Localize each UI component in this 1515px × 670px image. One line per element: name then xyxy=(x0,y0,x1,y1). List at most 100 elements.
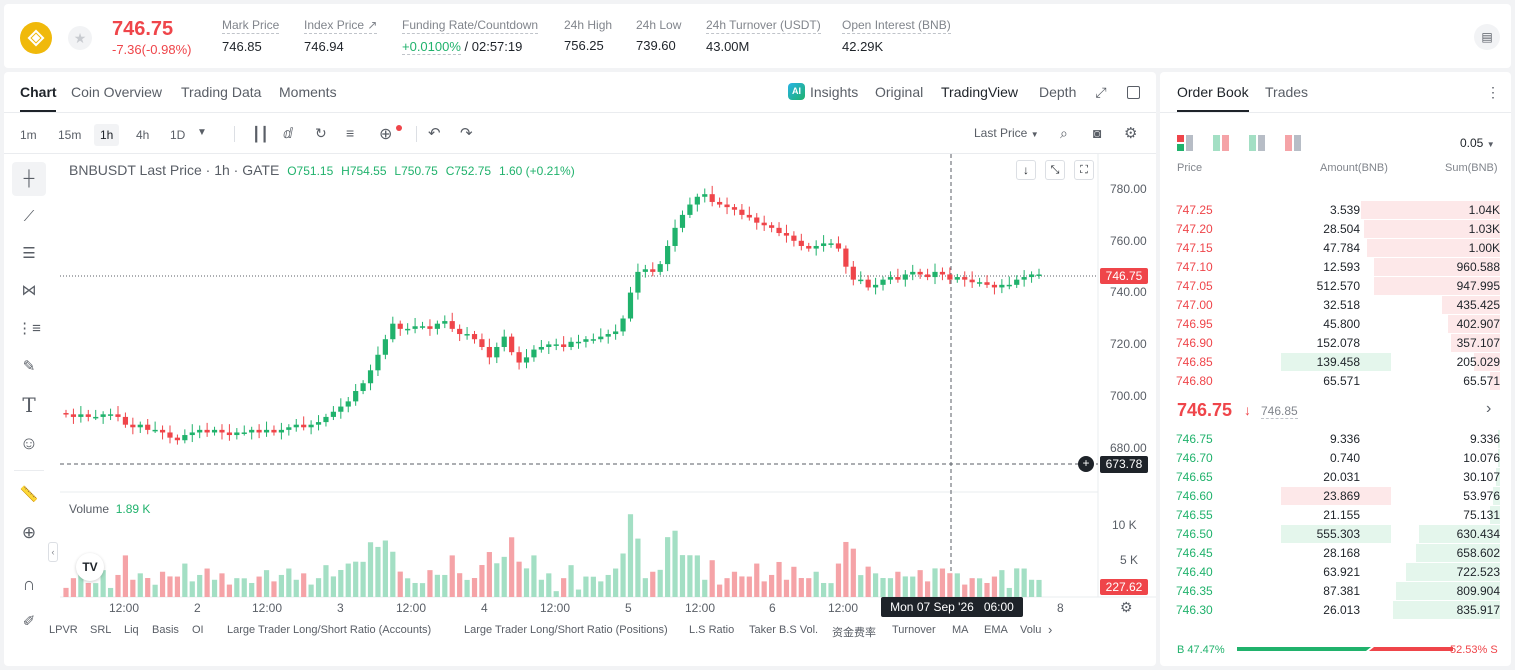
indicator-tab[interactable]: LPVR xyxy=(49,624,78,636)
indicator-tab[interactable]: Large Trader Long/Short Ratio (Accounts) xyxy=(227,624,432,636)
sum-cell: 1.00K xyxy=(1468,241,1500,255)
templates-icon[interactable]: ≡ xyxy=(346,125,355,141)
indicator-tab[interactable]: Volu xyxy=(1020,624,1042,636)
bid-row[interactable]: 746.75 9.336 9.336 xyxy=(1176,429,1500,448)
indicator-tab[interactable]: Large Trader Long/Short Ratio (Positions… xyxy=(464,624,668,636)
tab-coin-overview[interactable]: Coin Overview xyxy=(71,84,163,100)
bid-row[interactable]: 746.40 63.921 722.523 xyxy=(1176,562,1500,581)
ask-row[interactable]: 747.15 47.784 1.00K xyxy=(1176,238,1500,257)
chevron-down-icon[interactable]: ▼ xyxy=(197,127,207,138)
view-insights[interactable]: Insights xyxy=(810,84,859,100)
candle-body xyxy=(353,391,359,402)
arrow-down-icon[interactable]: ↓ xyxy=(1016,160,1036,180)
indicator-tab[interactable]: Turnover xyxy=(892,624,936,636)
view-depth[interactable]: Depth xyxy=(1039,84,1077,100)
fib-tool-icon[interactable]: ⋮≡ xyxy=(17,320,41,337)
collapse-toolbar-icon[interactable]: ‹ xyxy=(48,542,58,562)
candle-body xyxy=(887,277,894,280)
tf-1m[interactable]: 1m xyxy=(20,128,37,142)
bid-row[interactable]: 746.50 555.303 630.434 xyxy=(1176,524,1500,543)
funding-countdown: / 02:57:19 xyxy=(460,39,523,54)
ask-row[interactable]: 747.10 12.593 960.588 xyxy=(1176,257,1500,276)
ask-row[interactable]: 746.95 45.800 402.907 xyxy=(1176,314,1500,333)
candle-body xyxy=(360,383,366,392)
text-tool-icon[interactable]: T xyxy=(22,393,36,417)
add-alert-icon[interactable]: + xyxy=(1078,456,1094,472)
candlestick-chart[interactable] xyxy=(4,72,1156,666)
notes-icon[interactable]: ▤ xyxy=(1474,24,1500,50)
zoom-in-icon[interactable]: ⊕ xyxy=(21,523,37,542)
ask-row[interactable]: 746.80 65.571 65.571 xyxy=(1176,371,1500,390)
stat-mark-price: Mark Price 746.85 xyxy=(222,18,280,54)
search-icon[interactable]: ⌕ xyxy=(1060,125,1068,141)
tradingview-logo-icon[interactable]: TV xyxy=(76,553,104,581)
stat-index-price[interactable]: Index Price ↗ 746.94 xyxy=(304,18,378,54)
candle-body xyxy=(798,240,804,246)
bid-row[interactable]: 746.30 26.013 835.917 xyxy=(1176,600,1500,619)
ask-row[interactable]: 746.85 139.458 205.029 xyxy=(1176,352,1500,371)
bid-row[interactable]: 746.35 87.381 809.904 xyxy=(1176,581,1500,600)
window-icon[interactable] xyxy=(1127,86,1140,99)
volume-bar xyxy=(226,584,233,597)
indicator-tab[interactable]: Basis xyxy=(152,624,179,636)
collapse-arrows-icon[interactable]: ⤡ xyxy=(1045,160,1065,180)
view-original[interactable]: Original xyxy=(875,84,924,100)
magnet-icon[interactable]: ∩ xyxy=(22,574,36,594)
favorite-star-icon[interactable]: ★ xyxy=(68,26,92,50)
indicator-tab[interactable]: Liq xyxy=(124,624,139,636)
indicators-next-icon[interactable]: › xyxy=(1048,622,1053,637)
refresh-icon[interactable]: ↻ xyxy=(315,125,327,141)
ruler-tool-icon[interactable]: 📏 xyxy=(19,486,39,503)
bid-row[interactable]: 746.70 0.740 10.076 xyxy=(1176,448,1500,467)
emoji-tool-icon[interactable]: ☺ xyxy=(19,433,39,453)
candle-body xyxy=(70,414,77,417)
trendline-tool-icon[interactable]: ⟋ xyxy=(23,208,35,225)
crosshair-tool-icon[interactable]: ┼ xyxy=(12,162,46,196)
bid-row[interactable]: 746.55 21.155 75.131 xyxy=(1176,505,1500,524)
indicator-tab[interactable]: L.S Ratio xyxy=(689,624,735,636)
tab-moments[interactable]: Moments xyxy=(279,84,337,100)
undo-icon[interactable]: ↶ xyxy=(428,125,441,142)
indicator-tab[interactable]: MA xyxy=(952,624,969,636)
camera-icon[interactable]: ◙ xyxy=(1093,125,1102,141)
add-icon[interactable]: ⊕ xyxy=(379,126,393,143)
view-tradingview[interactable]: TradingView xyxy=(941,84,1019,100)
redo-icon[interactable]: ↷ xyxy=(460,125,473,142)
indicator-tab[interactable]: EMA xyxy=(984,624,1008,636)
maximize-icon[interactable]: ⛶ xyxy=(1074,160,1094,180)
tab-trading-data[interactable]: Trading Data xyxy=(181,84,262,100)
expand-icon[interactable]: ⤢ xyxy=(1095,84,1107,100)
indicator-tab[interactable]: SRL xyxy=(90,624,112,636)
tab-trades[interactable]: Trades xyxy=(1265,84,1309,100)
price-type-select[interactable]: Last Price ▼ xyxy=(974,126,1039,140)
indicator-tab[interactable]: OI xyxy=(192,624,204,636)
indicator-tab[interactable]: Taker B.S Vol. xyxy=(749,624,819,636)
chevron-right-icon[interactable]: › xyxy=(1486,400,1492,417)
bid-row[interactable]: 746.45 28.168 658.602 xyxy=(1176,543,1500,562)
more-options-icon[interactable]: ⋮ xyxy=(1486,84,1500,100)
ask-row[interactable]: 747.00 32.518 435.425 xyxy=(1176,295,1500,314)
tf-1h[interactable]: 1h xyxy=(94,124,120,146)
ask-row[interactable]: 747.20 28.504 1.03K xyxy=(1176,219,1500,238)
tf-15m[interactable]: 15m xyxy=(58,128,82,142)
ask-row[interactable]: 747.05 512.570 947.995 xyxy=(1176,276,1500,295)
horizontal-lines-tool-icon[interactable]: ☰ xyxy=(22,245,36,262)
settings-gear-icon[interactable]: ⚙ xyxy=(1124,125,1138,142)
tf-1d[interactable]: 1D xyxy=(170,128,186,142)
pencil-lock-icon[interactable]: ✐ xyxy=(22,613,36,630)
tab-chart[interactable]: Chart xyxy=(20,84,57,100)
bid-row[interactable]: 746.65 20.031 30.107 xyxy=(1176,467,1500,486)
ask-row[interactable]: 746.90 152.078 357.107 xyxy=(1176,333,1500,352)
candle-type-icon[interactable]: ┃┃ xyxy=(252,126,269,142)
chart-settings-icon[interactable]: ⚙ xyxy=(1120,599,1133,615)
tick-size-select[interactable]: 0.05 ▼ xyxy=(1460,136,1495,150)
indicators-icon[interactable]: ⅆ xyxy=(283,125,293,141)
ai-insights-icon[interactable]: AI xyxy=(788,83,805,100)
tf-4h[interactable]: 4h xyxy=(136,128,150,142)
pattern-tool-icon[interactable]: ⋈ xyxy=(21,282,37,299)
indicator-tab[interactable]: 资金费率 xyxy=(832,627,876,639)
bid-row[interactable]: 746.60 23.869 53.976 xyxy=(1176,486,1500,505)
ask-row[interactable]: 747.25 3.539 1.04K xyxy=(1176,200,1500,219)
tab-order-book[interactable]: Order Book xyxy=(1177,84,1249,100)
brush-tool-icon[interactable]: ✎ xyxy=(22,358,36,375)
